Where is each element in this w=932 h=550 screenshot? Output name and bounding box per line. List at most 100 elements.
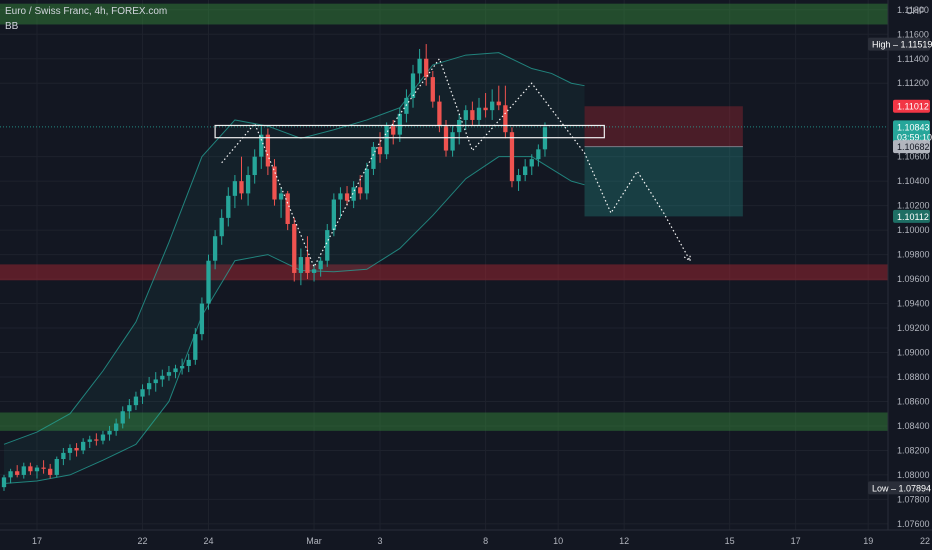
candle-body — [490, 101, 495, 111]
price-label-high: High – 1.11519 — [872, 40, 932, 50]
candle-body — [265, 134, 271, 167]
y-tick-label: 1.09600 — [897, 274, 930, 284]
candle-body — [199, 303, 205, 335]
candle-body — [100, 434, 106, 441]
candle-body — [437, 101, 442, 127]
candle-body — [160, 375, 165, 380]
y-tick-label: 1.08400 — [897, 421, 930, 431]
candle-body — [48, 468, 53, 475]
candle-body — [272, 166, 277, 200]
time-axis[interactable] — [0, 530, 932, 550]
candle-body — [67, 447, 73, 453]
candle-body — [397, 113, 402, 135]
y-tick-label: 1.11400 — [897, 54, 929, 64]
x-tick-label: 8 — [483, 536, 488, 546]
candle-body — [358, 187, 363, 194]
price-label-target-bg — [893, 209, 930, 223]
y-tick-label: 1.07600 — [897, 519, 930, 529]
bollinger-bands — [3, 52, 585, 484]
candle-body — [311, 269, 317, 273]
candle-body — [331, 199, 336, 231]
grid-lines — [0, 0, 888, 530]
candle-body — [21, 466, 26, 475]
candle-body — [120, 411, 125, 424]
candle-body — [509, 132, 515, 182]
zone-demand — [0, 412, 888, 431]
x-tick-label: 15 — [725, 536, 735, 546]
candle-body — [179, 365, 185, 369]
x-tick-label: 17 — [791, 536, 801, 546]
candle-body — [206, 260, 211, 304]
candle-body — [351, 187, 356, 201]
candle-body — [384, 126, 389, 155]
price-label-last-bg — [893, 120, 930, 134]
price-label-low: Low – 1.07894 — [872, 483, 931, 493]
candle-body — [371, 146, 376, 169]
x-tick-label: Mar — [306, 536, 322, 546]
candle-body — [133, 396, 139, 406]
zones — [0, 3, 888, 431]
x-tick-label: 22 — [138, 536, 148, 546]
price-axis[interactable] — [888, 0, 932, 530]
candle-body — [94, 439, 99, 441]
y-tick-label: 1.10600 — [897, 152, 930, 162]
price-label-stop: 1.11012 — [897, 102, 929, 112]
candle-body — [1, 477, 7, 488]
candle-body — [463, 110, 468, 120]
indicator-label[interactable]: BB — [5, 21, 19, 32]
candle-body — [305, 257, 310, 273]
candle-body — [450, 132, 455, 151]
x-tick-label: 12 — [619, 536, 629, 546]
price-label-high-bg — [868, 37, 930, 51]
candle-body — [15, 471, 20, 475]
candle-body — [28, 466, 33, 472]
candle-body — [391, 126, 396, 135]
candle-body — [325, 230, 330, 261]
currency-label: CHF — [906, 6, 925, 16]
candle-body — [542, 127, 548, 150]
candle-body — [81, 441, 86, 451]
candle-body — [54, 459, 59, 475]
price-label-stop-bg — [893, 99, 930, 113]
y-tick-label: 1.10000 — [897, 225, 930, 235]
price-labels: High – 1.115191.110121.1084303:59:101.10… — [868, 37, 932, 495]
y-tick-label: 1.11800 — [897, 5, 929, 15]
neckline-box — [214, 124, 605, 139]
time-axis-ticks: 17 22 24 Mar 3 8 10 12 15 17 19 22 — [32, 536, 930, 546]
candle-body — [87, 439, 92, 442]
y-tick-label: 1.09400 — [897, 299, 930, 309]
price-label-low-bg — [868, 481, 930, 495]
candle-body — [61, 452, 66, 460]
candle-body — [417, 58, 422, 74]
candle-body — [318, 260, 323, 270]
candle-body — [292, 223, 297, 273]
candle-body — [245, 175, 251, 194]
candle-body — [443, 126, 449, 151]
candle-body — [153, 379, 158, 384]
candle-body — [140, 389, 145, 397]
candle-body — [278, 193, 284, 200]
candle-body — [523, 166, 528, 176]
price-label-timer: 03:59:10 — [897, 133, 932, 143]
candle-body — [259, 134, 264, 157]
position-tool[interactable] — [584, 106, 743, 217]
candle-body — [74, 447, 79, 451]
candle-body — [219, 217, 224, 237]
y-tick-label: 1.09800 — [897, 250, 930, 260]
price-label-target: 1.10112 — [897, 212, 929, 222]
chart-title[interactable]: Euro / Swiss Franc, 4h, FOREX.com — [5, 6, 167, 17]
candle-body — [8, 471, 13, 478]
bb-upper-line — [3, 52, 585, 445]
candle-body — [114, 423, 119, 431]
pattern-arrowhead — [683, 253, 691, 262]
drawings[interactable] — [0, 57, 888, 269]
x-tick-label: 3 — [378, 536, 383, 546]
candle-body — [344, 193, 350, 201]
y-tick-label: 1.11600 — [897, 29, 929, 39]
x-tick-label: 17 — [32, 536, 42, 546]
y-tick-label: 1.10200 — [897, 201, 930, 211]
price-label-entry-bg — [893, 140, 930, 154]
candle-body — [536, 149, 541, 160]
candle-body — [146, 383, 152, 390]
